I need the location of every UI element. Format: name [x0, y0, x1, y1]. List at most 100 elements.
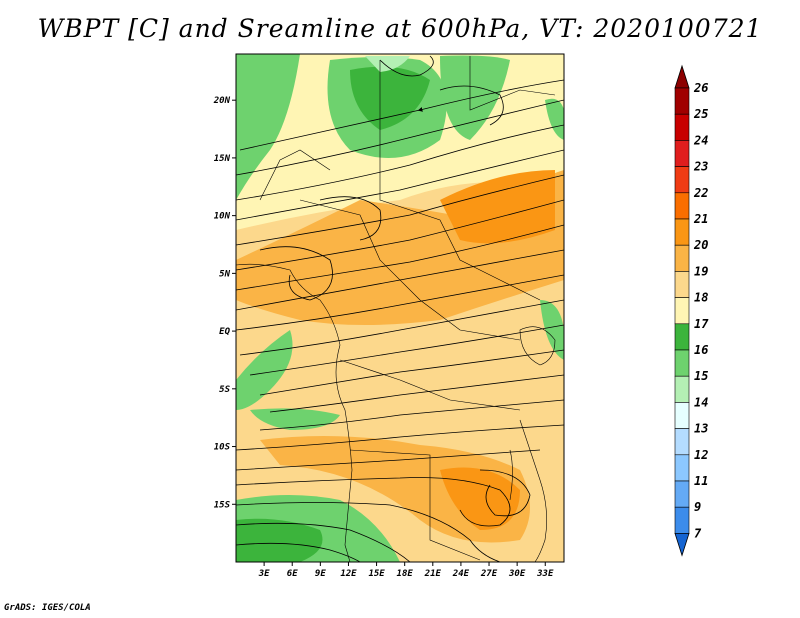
streamline: [236, 174, 564, 246]
lon-tick-label: 12E: [340, 569, 357, 579]
field-e-green: [540, 300, 564, 360]
wbpt-shading: [236, 54, 564, 562]
colorbar-label: 12: [694, 448, 708, 462]
colorbar-swatch: [674, 402, 690, 429]
colorbar-label: 22: [693, 186, 708, 200]
colorbar-swatch: [674, 297, 690, 325]
streamline: [236, 99, 564, 176]
field-n-darkgreen: [350, 66, 430, 130]
colorbar: 26 25 24 23 22 21 20 19 18 17 16 15 14 13 12 11 9 7: [674, 64, 709, 557]
lake-malawi: [509, 449, 513, 501]
colorbar-label: 17: [694, 317, 709, 331]
streamline: [236, 522, 411, 562]
field-se-warm: [440, 467, 520, 530]
lon-tick-label: 9E: [315, 569, 326, 579]
lon-tick-label: 21E: [424, 569, 442, 579]
streamline: [236, 424, 564, 451]
field-ne-green: [440, 55, 510, 140]
colorbar-swatch: [674, 271, 690, 298]
latitude-axis: 20N 15N 10N 5N EQ 5S 10S 15S: [213, 96, 236, 510]
lon-tick-label: 6E: [287, 569, 298, 579]
colorbar-swatch: [674, 140, 690, 167]
streamline: [269, 374, 564, 413]
colorbar-label: 16: [694, 343, 708, 357]
colorbar-swatch: [674, 244, 690, 272]
colorbar-swatch: [674, 480, 690, 508]
lon-tick-label: 15E: [368, 569, 385, 579]
colorbar-label: 25: [693, 107, 708, 121]
colorbar-label: 7: [694, 526, 702, 540]
colorbar-label: 9: [694, 500, 701, 514]
colorbar-swatch: [674, 375, 690, 403]
field-nw-green: [236, 54, 300, 200]
streamline: [259, 399, 564, 431]
streamline: [249, 324, 564, 376]
streamline: [236, 477, 511, 527]
lat-tick-label: 10N: [214, 212, 231, 222]
borders: [236, 56, 556, 562]
lat-tick-label: 10S: [214, 443, 231, 453]
border-line: [339, 359, 521, 411]
streamline: [259, 246, 333, 301]
streamline: [236, 199, 564, 271]
lat-tick-label: 5N: [219, 269, 230, 279]
colorbar-swatch: [674, 323, 690, 351]
streamline: [239, 299, 564, 356]
lat-tick-label: 5S: [219, 385, 230, 395]
colorbar-swatch: [674, 113, 690, 141]
chart-title: WBPT [C] and Sreamline at 600hPa, VT: 20…: [37, 14, 763, 43]
colorbar-label: 19: [694, 264, 708, 278]
east-coast: [519, 419, 547, 562]
streamline: [236, 449, 541, 471]
colorbar-swatch: [674, 166, 690, 194]
colorbar-swatch: [674, 87, 690, 115]
lon-tick-label: 33E: [536, 569, 554, 579]
colorbar-bottom-arrow: [674, 533, 690, 557]
colorbar-label: 26: [693, 81, 708, 95]
colorbar-swatch: [674, 218, 690, 246]
field-ne-edge-green: [545, 98, 564, 140]
lat-tick-label: EQ: [219, 327, 230, 337]
colorbar-label: 24: [693, 133, 708, 147]
field-south-orange: [260, 436, 530, 543]
streamlines: [236, 55, 564, 562]
lon-tick-label: 24E: [452, 569, 470, 579]
colorbar-label: 11: [694, 474, 708, 488]
colorbar-swatch: [674, 192, 690, 220]
border-line: [469, 56, 556, 111]
west-coast: [236, 263, 353, 562]
border-line: [379, 60, 541, 301]
streamline: [236, 124, 564, 201]
streamline: [379, 55, 434, 77]
lon-tick-label: 30E: [508, 569, 526, 579]
grads-credit: GrADS: IGES/COLA: [4, 603, 91, 613]
lat-tick-label: 20N: [213, 96, 231, 106]
colorbar-label: 18: [694, 291, 708, 305]
lon-tick-label: 3E: [258, 569, 270, 579]
map-frame: [235, 53, 565, 563]
streamline: [236, 274, 564, 331]
longitude-axis: 3E 6E 9E 12E 15E 18E 21E 24E 27E 30E 33E: [258, 562, 554, 579]
colorbar-swatch: [674, 349, 690, 377]
streamline: [236, 542, 361, 562]
colorbar-top-arrow: [674, 64, 690, 89]
colorbar-swatch: [674, 506, 690, 534]
field-sw-green-band: [250, 408, 340, 430]
lon-tick-label: 27E: [480, 569, 498, 579]
streamline: [259, 349, 564, 396]
colorbar-swatch: [674, 454, 690, 482]
colorbar-label: 13: [694, 422, 708, 436]
colorbar-label: 20: [693, 238, 708, 252]
border-line: [349, 449, 481, 561]
streamline: [439, 85, 504, 126]
border-line: [299, 199, 521, 341]
streamline: [239, 79, 564, 151]
colorbar-label: 23: [693, 160, 708, 174]
border-line: [259, 149, 331, 201]
streamline: [236, 502, 501, 562]
field-n-lightgreen: [365, 56, 410, 72]
colorbar-label: 15: [694, 369, 708, 383]
field-sw-darkgreen: [236, 518, 323, 562]
lat-tick-label: 15N: [214, 154, 231, 164]
